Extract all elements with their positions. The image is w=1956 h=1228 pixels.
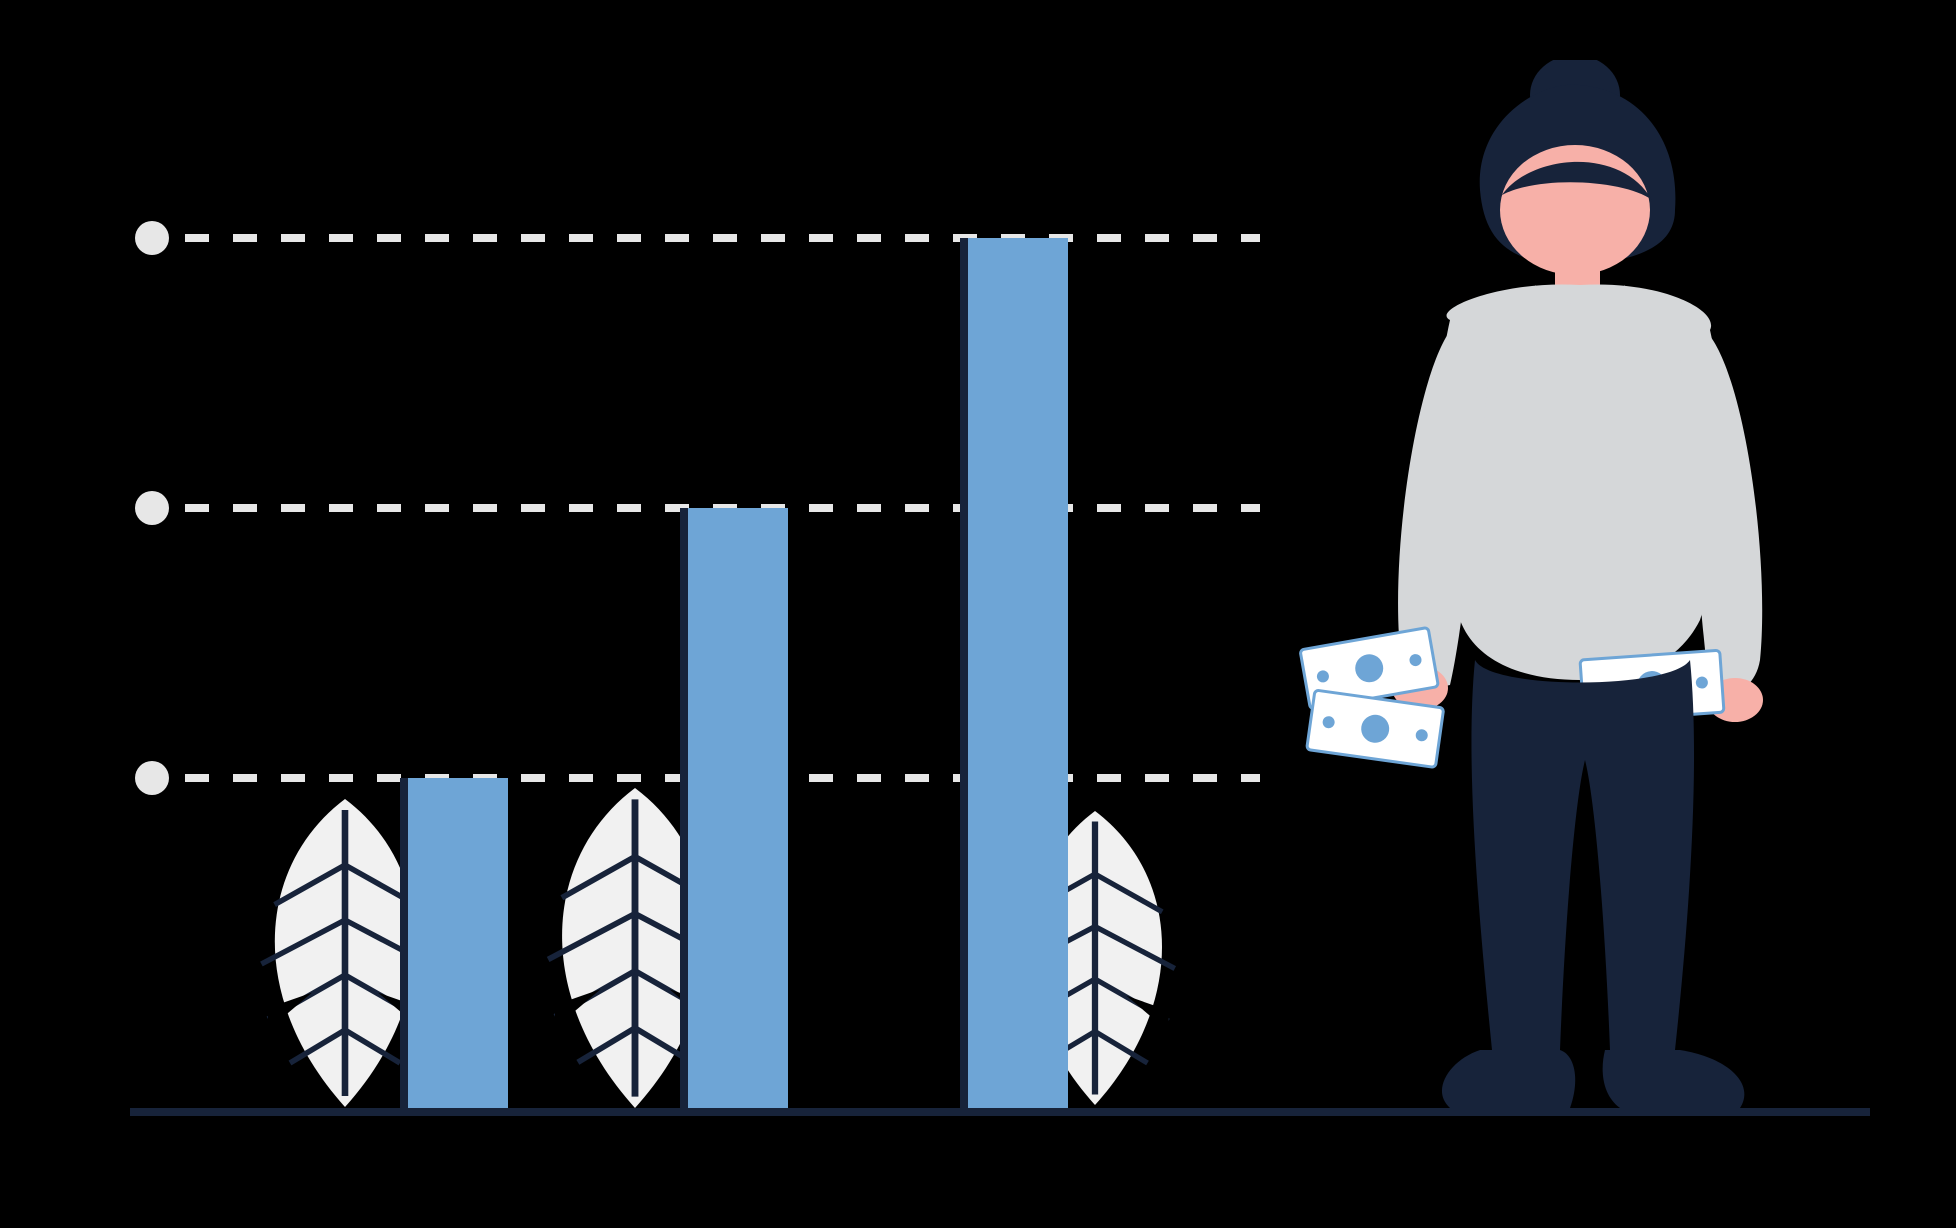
grid-line — [185, 234, 1260, 242]
bar — [688, 508, 788, 1108]
grid-marker-dot — [135, 491, 169, 525]
illustration-stage — [0, 0, 1956, 1228]
bar — [408, 778, 508, 1108]
person-illustration — [1280, 60, 1840, 1120]
bar — [968, 238, 1068, 1108]
grid-marker-dot — [135, 761, 169, 795]
grid-marker-dot — [135, 221, 169, 255]
